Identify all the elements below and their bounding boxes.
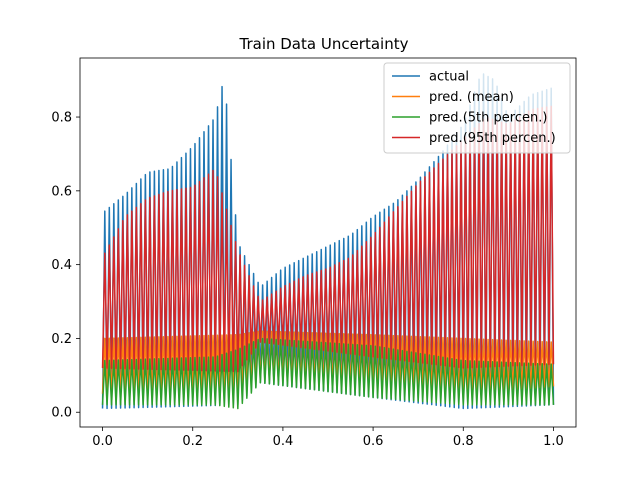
x-tick-label: 0.6 [363, 434, 384, 449]
series-layer [101, 73, 555, 410]
y-tick-label: 0.4 [51, 258, 72, 273]
y-tick-label: 0.6 [51, 184, 72, 199]
y-tick-label: 0.0 [51, 406, 72, 421]
legend-label: actual [429, 70, 469, 85]
x-tick-label: 0.0 [92, 434, 113, 449]
plot-frame [79, 57, 577, 428]
y-tick-label: 0.8 [51, 111, 72, 126]
series-line-3 [101, 337, 555, 410]
legend-label: pred. (mean) [429, 90, 514, 105]
legend-label: pred.(95th percen.) [429, 131, 556, 146]
legend: actual pred. (mean) pred.(5th percen.) pred… [383, 62, 571, 154]
x-tick-label: 1.0 [543, 434, 564, 449]
series-line-4 [101, 105, 555, 373]
axes-layer: 0.0 0.2 0.4 0.6 0.8 1.0 0.0 0.2 0.4 0.6 0.8 [51, 57, 577, 449]
x-tick-label: 0.2 [182, 434, 203, 449]
legend-label: pred.(5th percen.) [429, 111, 547, 126]
x-tick-label: 0.8 [453, 434, 474, 449]
chart-title: Train Data Uncertainty [239, 35, 409, 53]
x-tick-label: 0.4 [273, 434, 294, 449]
legend-box [383, 62, 571, 154]
y-tick-label: 0.2 [51, 332, 72, 347]
